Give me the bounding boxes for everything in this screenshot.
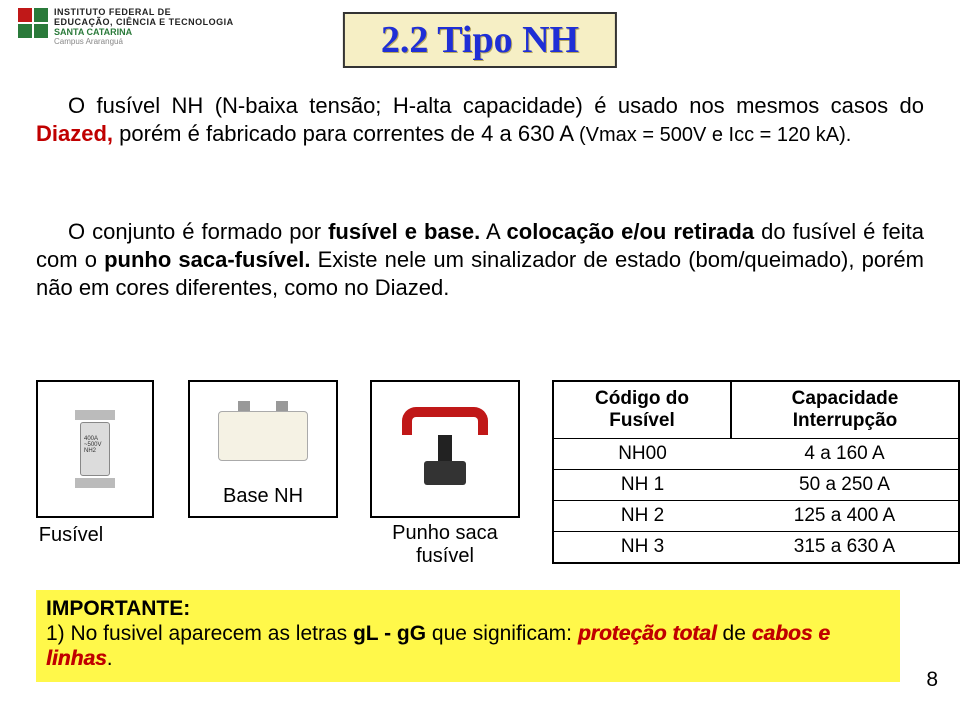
table-row: NH004 a 160 A [553,438,959,469]
figure-base: Base NH [188,380,338,518]
paragraph-2: O conjunto é formado por fusível e base.… [36,218,924,302]
caption-base: Base NH [223,485,303,508]
table-header-code: Código do Fusível [553,381,731,438]
p2-b: fusível e base. [328,219,480,244]
important-mid: de [717,622,752,645]
figure-handle [370,380,520,518]
table-row: NH 2125 a 400 A [553,500,959,531]
caption-handle: Punho saca fusível [378,522,512,568]
p2-d: colocação e/ou retirada [507,219,755,244]
slide-title: 2.2 Tipo NH [343,12,617,68]
logo-mark [18,8,48,38]
logo-line4: Campus Araranguá [54,38,234,47]
logo-text: INSTITUTO FEDERAL DE EDUCAÇÃO, CIÊNCIA E… [54,8,234,46]
p1-keyword-diazed: Diazed, [36,121,113,146]
table-row: NH 150 a 250 A [553,469,959,500]
important-hl1: proteção total [578,622,717,645]
p2-a: O conjunto é formado por [68,219,328,244]
figure-fuse: 400A~500VNH2 [36,380,154,518]
important-c: que significam: [426,622,578,645]
important-note: IMPORTANTE: 1) No fusivel aparecem as le… [36,590,900,682]
p2-c: A [480,219,506,244]
important-b: gL - gG [353,622,426,645]
important-end: . [107,647,113,670]
p2-f: punho saca-fusível. [104,247,310,272]
fuse-capacity-table: Código do Fusível Capacidade Interrupção… [552,380,960,564]
page-number: 8 [926,668,938,692]
paragraph-1: O fusível NH (N-baixa tensão; H-alta cap… [36,92,924,149]
p1-pre: O fusível NH (N-baixa tensão; H-alta cap… [68,93,924,118]
table-row: NH 3315 a 630 A [553,531,959,563]
table-header-capacity: Capacidade Interrupção [731,381,959,438]
important-a: 1) No fusivel aparecem as letras [46,622,353,645]
p1-tail: (Vmax = 500V e Icc = 120 kA). [579,124,851,146]
institution-logo: INSTITUTO FEDERAL DE EDUCAÇÃO, CIÊNCIA E… [18,8,234,46]
p1-post: porém é fabricado para correntes de 4 a … [113,121,579,146]
important-head: IMPORTANTE: [46,597,190,620]
caption-fuse: Fusível [36,524,106,547]
